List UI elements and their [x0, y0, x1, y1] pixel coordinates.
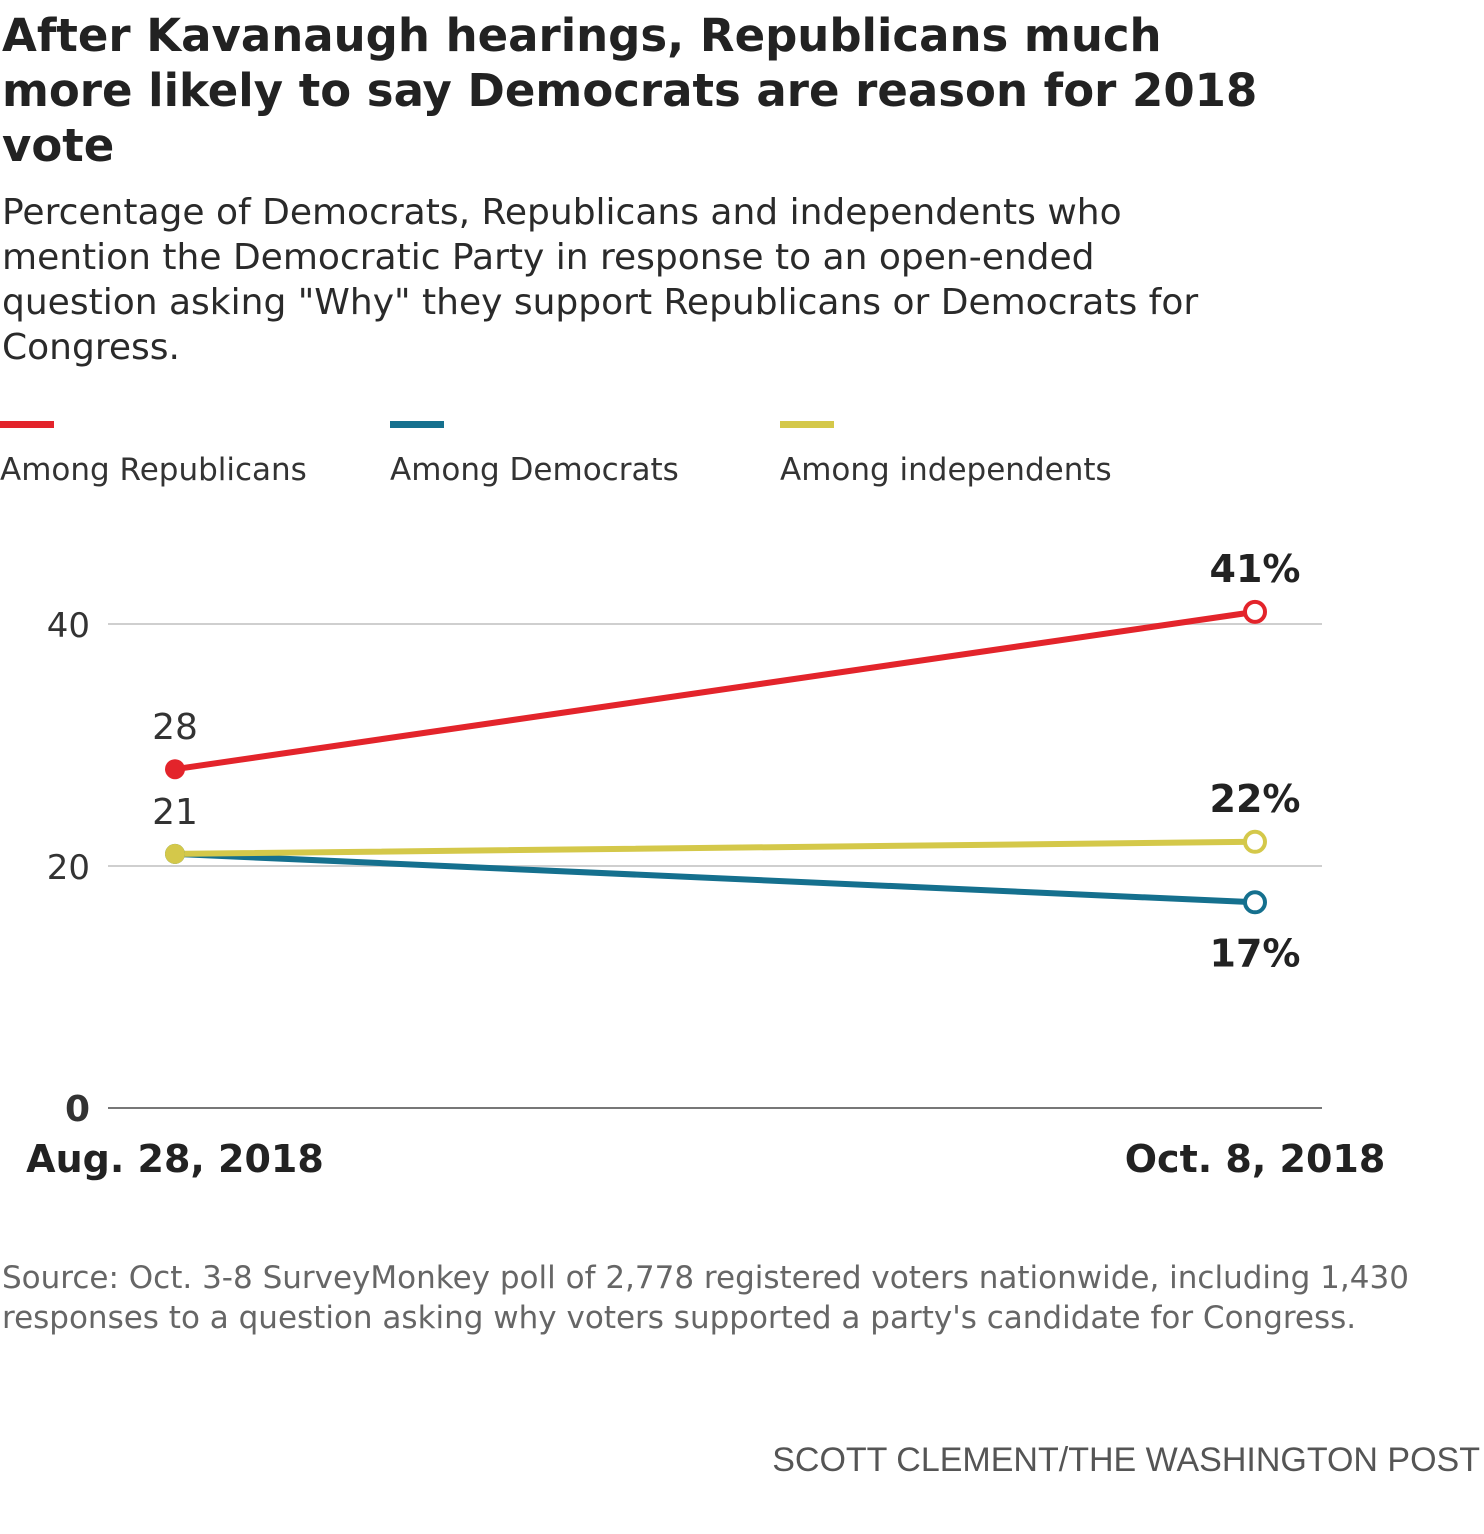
source-note: Source: Oct. 3-8 SurveyMonkey poll of 2,… [2, 1260, 1409, 1336]
legend-swatch-independents [780, 421, 834, 428]
legend-swatch-republicans [0, 421, 54, 428]
legend-item-republicans: Among Republicans [0, 421, 307, 490]
point-end-independents [1243, 829, 1267, 854]
line-chart: 0 20 40 Aug. 28, 2018 Oct. 8, 2018 28 41% 17% 21… [26, 547, 1386, 1181]
data-label-start-republicans: 28 [152, 707, 198, 748]
x-tick-label-1: Oct. 8, 2018 [1125, 1137, 1386, 1181]
series-line-republicans [172, 608, 1258, 773]
series-line-independents [172, 838, 1258, 857]
y-tick-label-20: 20 [47, 848, 90, 888]
data-label-end-democrats: 17% [1210, 931, 1301, 975]
point-start-independents [165, 843, 185, 864]
data-label-end-republicans: 41% [1210, 547, 1301, 591]
legend-item-independents: Among independents [780, 421, 1112, 490]
legend-item-democrats: Among Democrats [390, 421, 679, 490]
point-end-democrats [1243, 890, 1267, 915]
point-end-republicans [1243, 599, 1267, 624]
legend-label-independents: Among independents [780, 452, 1112, 488]
chart-title: After Kavanaugh hearings, Republicans mu… [2, 9, 1258, 172]
data-label-start-independents: 21 [152, 792, 198, 833]
data-label-end-independents: 22% [1210, 777, 1301, 821]
x-tick-label-0: Aug. 28, 2018 [26, 1137, 324, 1181]
legend-swatch-democrats [390, 421, 444, 428]
chart-subtitle: Percentage of Democrats, Republicans and… [2, 192, 1199, 368]
point-start-republicans [165, 759, 185, 780]
legend-label-republicans: Among Republicans [0, 452, 307, 488]
legend-label-democrats: Among Democrats [390, 452, 679, 488]
y-tick-label-0: 0 [65, 1089, 90, 1130]
y-tick-label-40: 40 [47, 606, 90, 646]
series-line-democrats [172, 850, 1258, 906]
credit-line: SCOTT CLEMENT/THE WASHINGTON POST [772, 1441, 1480, 1479]
